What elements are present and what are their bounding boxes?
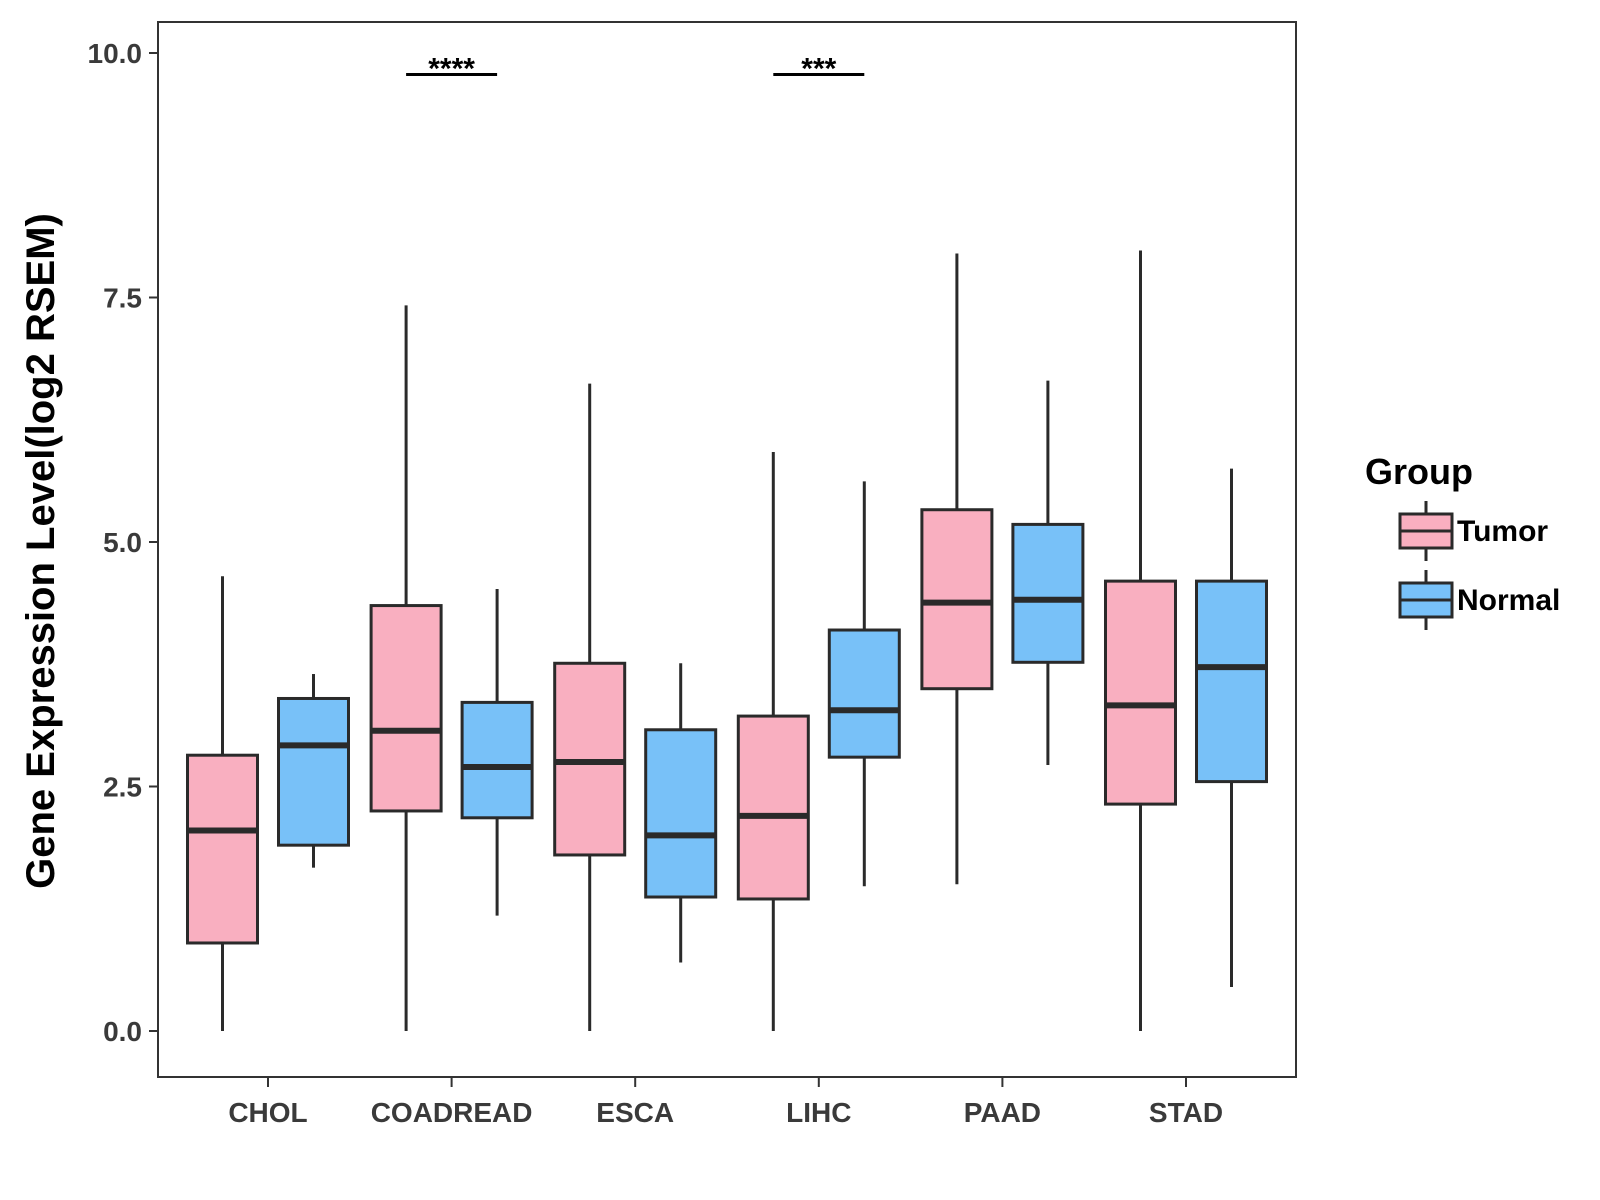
box-tumor-paad: [920, 253, 994, 885]
box-iqr: [920, 508, 994, 691]
box-normal-stad: [1195, 468, 1268, 987]
x-tick-label: PAAD: [964, 1097, 1041, 1128]
box-normal-coadread: [460, 588, 534, 916]
box-tumor-esca: [553, 383, 627, 1031]
box-tumor-coadread: [369, 305, 443, 1031]
significance-stars: ***: [801, 53, 836, 86]
box-normal-chol: [277, 674, 350, 868]
x-tick-label: STAD: [1149, 1097, 1223, 1128]
box-normal-lihc: [827, 481, 901, 887]
x-tick-label: ESCA: [596, 1097, 674, 1128]
significance-annotations: **** ***: [406, 53, 865, 86]
box-iqr: [644, 728, 718, 899]
x-axis: CHOL COADREAD ESCA LIHC PAAD STAD: [228, 1077, 1223, 1128]
box-tumor-stad: [1104, 250, 1177, 1031]
box-iqr: [186, 753, 259, 945]
box-iqr: [1104, 579, 1177, 806]
legend-item-normal: Normal: [1398, 570, 1560, 630]
x-tick-label: COADREAD: [371, 1097, 533, 1128]
legend-title: Group: [1365, 451, 1473, 492]
box-iqr: [1011, 522, 1085, 664]
box-iqr: [460, 700, 534, 820]
box-iqr: [736, 714, 810, 901]
box-iqr: [827, 628, 901, 759]
y-tick-label: 7.5: [103, 283, 142, 314]
x-tick-label: LIHC: [786, 1097, 851, 1128]
significance-stars: ****: [428, 53, 475, 86]
box-normal-paad: [1011, 380, 1085, 765]
box-iqr: [277, 696, 350, 847]
y-axis: 0.0 2.5 5.0 7.5 10.0: [88, 38, 158, 1047]
x-tick-label: CHOL: [228, 1097, 307, 1128]
legend-item-tumor: Tumor: [1398, 501, 1548, 561]
y-tick-label: 2.5: [103, 772, 142, 803]
plot-panel: [157, 21, 1297, 1078]
y-tick-label: 10.0: [88, 38, 143, 69]
y-axis-title: Gene Expression Level(log2 RSEM): [19, 213, 63, 889]
box-tumor-lihc: [736, 452, 810, 1031]
box-iqr: [1195, 579, 1268, 784]
box-tumor-chol: [186, 576, 259, 1031]
box-group: [186, 250, 1268, 1031]
box-normal-esca: [644, 663, 718, 963]
box-iqr: [369, 604, 443, 813]
y-tick-label: 5.0: [103, 527, 142, 558]
legend-label: Normal: [1457, 584, 1560, 617]
legend: Group Tumor Normal: [1365, 451, 1560, 630]
legend-label: Tumor: [1457, 515, 1548, 548]
y-tick-label: 0.0: [103, 1016, 142, 1047]
